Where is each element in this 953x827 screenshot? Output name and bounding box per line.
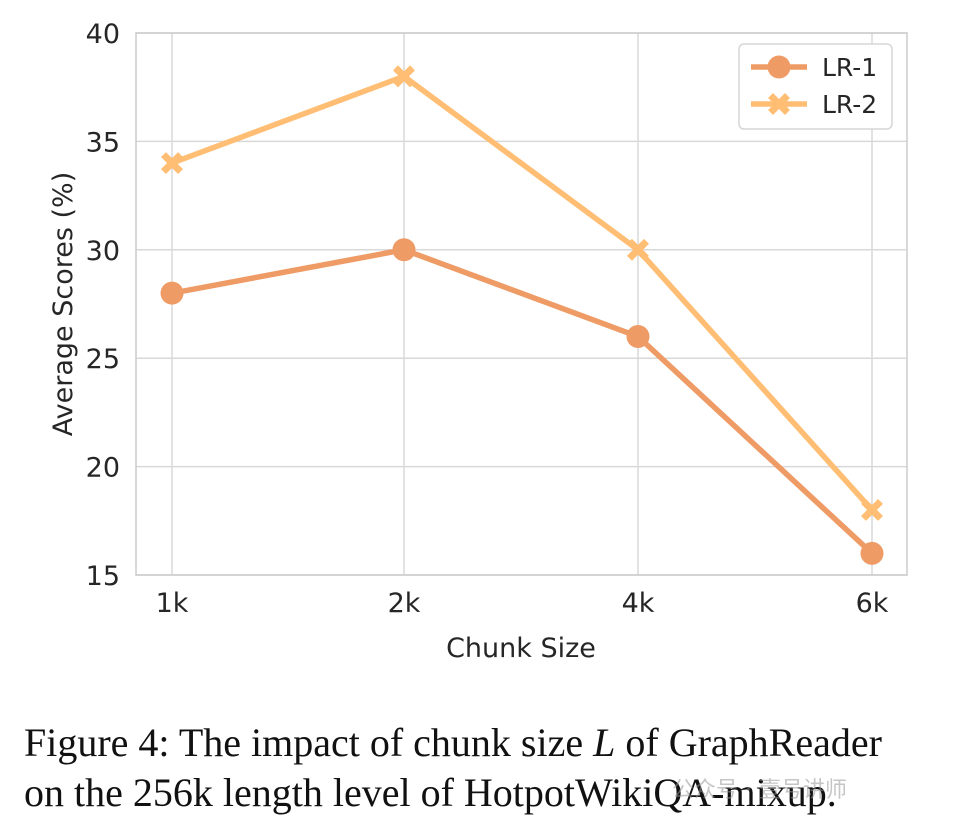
data-point [161,152,183,175]
data-point [627,238,649,261]
data-point [861,498,883,521]
x-tick-labels: 1k 2k 4k 6k [156,588,889,619]
x-tick-label: 2k [388,588,421,619]
y-tick-label: 20 [86,453,120,484]
line-chart: 15 20 25 30 35 40 1k 2k 4k 6k Chunk Size Average… [48,19,908,664]
figure-caption: Figure 4: The impact of chunk size L of … [24,718,944,818]
series-line [171,247,874,556]
x-tick-label: 1k [156,588,189,619]
legend-swatch-marker [767,55,791,79]
data-point [160,281,184,305]
legend-label: LR-2 [822,90,877,119]
series-line [171,73,875,512]
marker-stroke [861,498,883,521]
x-axis-label: Chunk Size [446,633,596,664]
plot-frame [135,32,908,576]
y-axis-label: Average Scores (%) [48,172,79,436]
marker-stroke [393,65,415,88]
x-tick-label: 6k [856,588,889,619]
y-tick-label: 35 [86,127,120,158]
data-point [393,65,415,88]
y-tick-label: 25 [86,344,120,375]
x-tick-label: 4k [622,588,655,619]
data-point [626,325,650,349]
caption-line1-suffix: of GraphReader [615,720,882,765]
caption-line2: on the 256k length level of HotpotWikiQA… [24,770,837,815]
marker-stroke [161,152,183,175]
marker-stroke [627,238,649,261]
y-tick-label: 15 [86,561,120,592]
y-tick-labels: 15 20 25 30 35 40 [86,19,120,592]
legend: LR-1 LR-2 [738,43,893,130]
y-tick-label: 30 [86,236,120,267]
legend-label: LR-1 [822,53,877,82]
data-point [392,238,416,262]
watermark: 公众号 · 壹号讲师 [672,778,847,803]
legend-swatch-marker [768,93,790,115]
caption-symbol: L [593,720,616,765]
caption-prefix: Figure 4: The impact of chunk size [24,720,594,765]
y-tick-label: 40 [86,19,120,50]
series-layer [160,65,884,565]
marker-stroke [768,93,790,115]
data-point [860,541,884,565]
